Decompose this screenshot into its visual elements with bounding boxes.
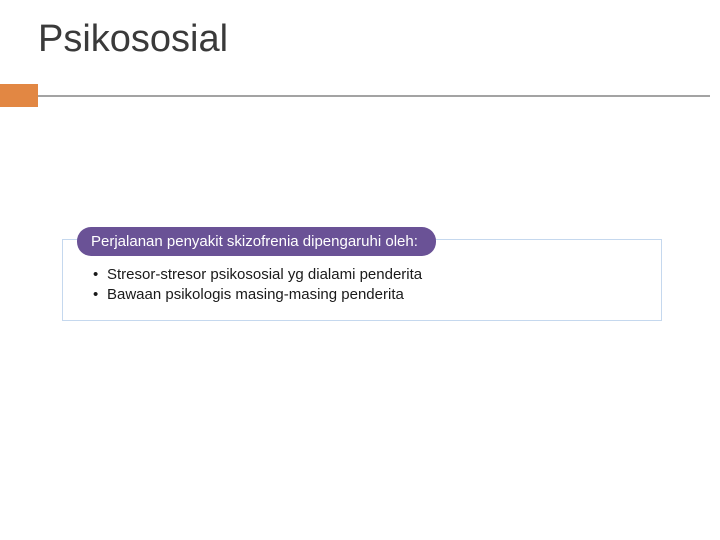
accent-bar [0,84,38,107]
horizontal-rule [38,95,710,97]
list-item: Stresor-stresor psikososial yg dialami p… [93,265,641,285]
bullet-list: Stresor-stresor psikososial yg dialami p… [63,265,661,306]
header-pill: Perjalanan penyakit skizofrenia dipengar… [77,227,436,256]
list-item: Bawaan psikologis masing-masing penderit… [93,285,641,305]
content-box: Perjalanan penyakit skizofrenia dipengar… [62,239,662,321]
slide-title: Psikososial [38,18,228,61]
